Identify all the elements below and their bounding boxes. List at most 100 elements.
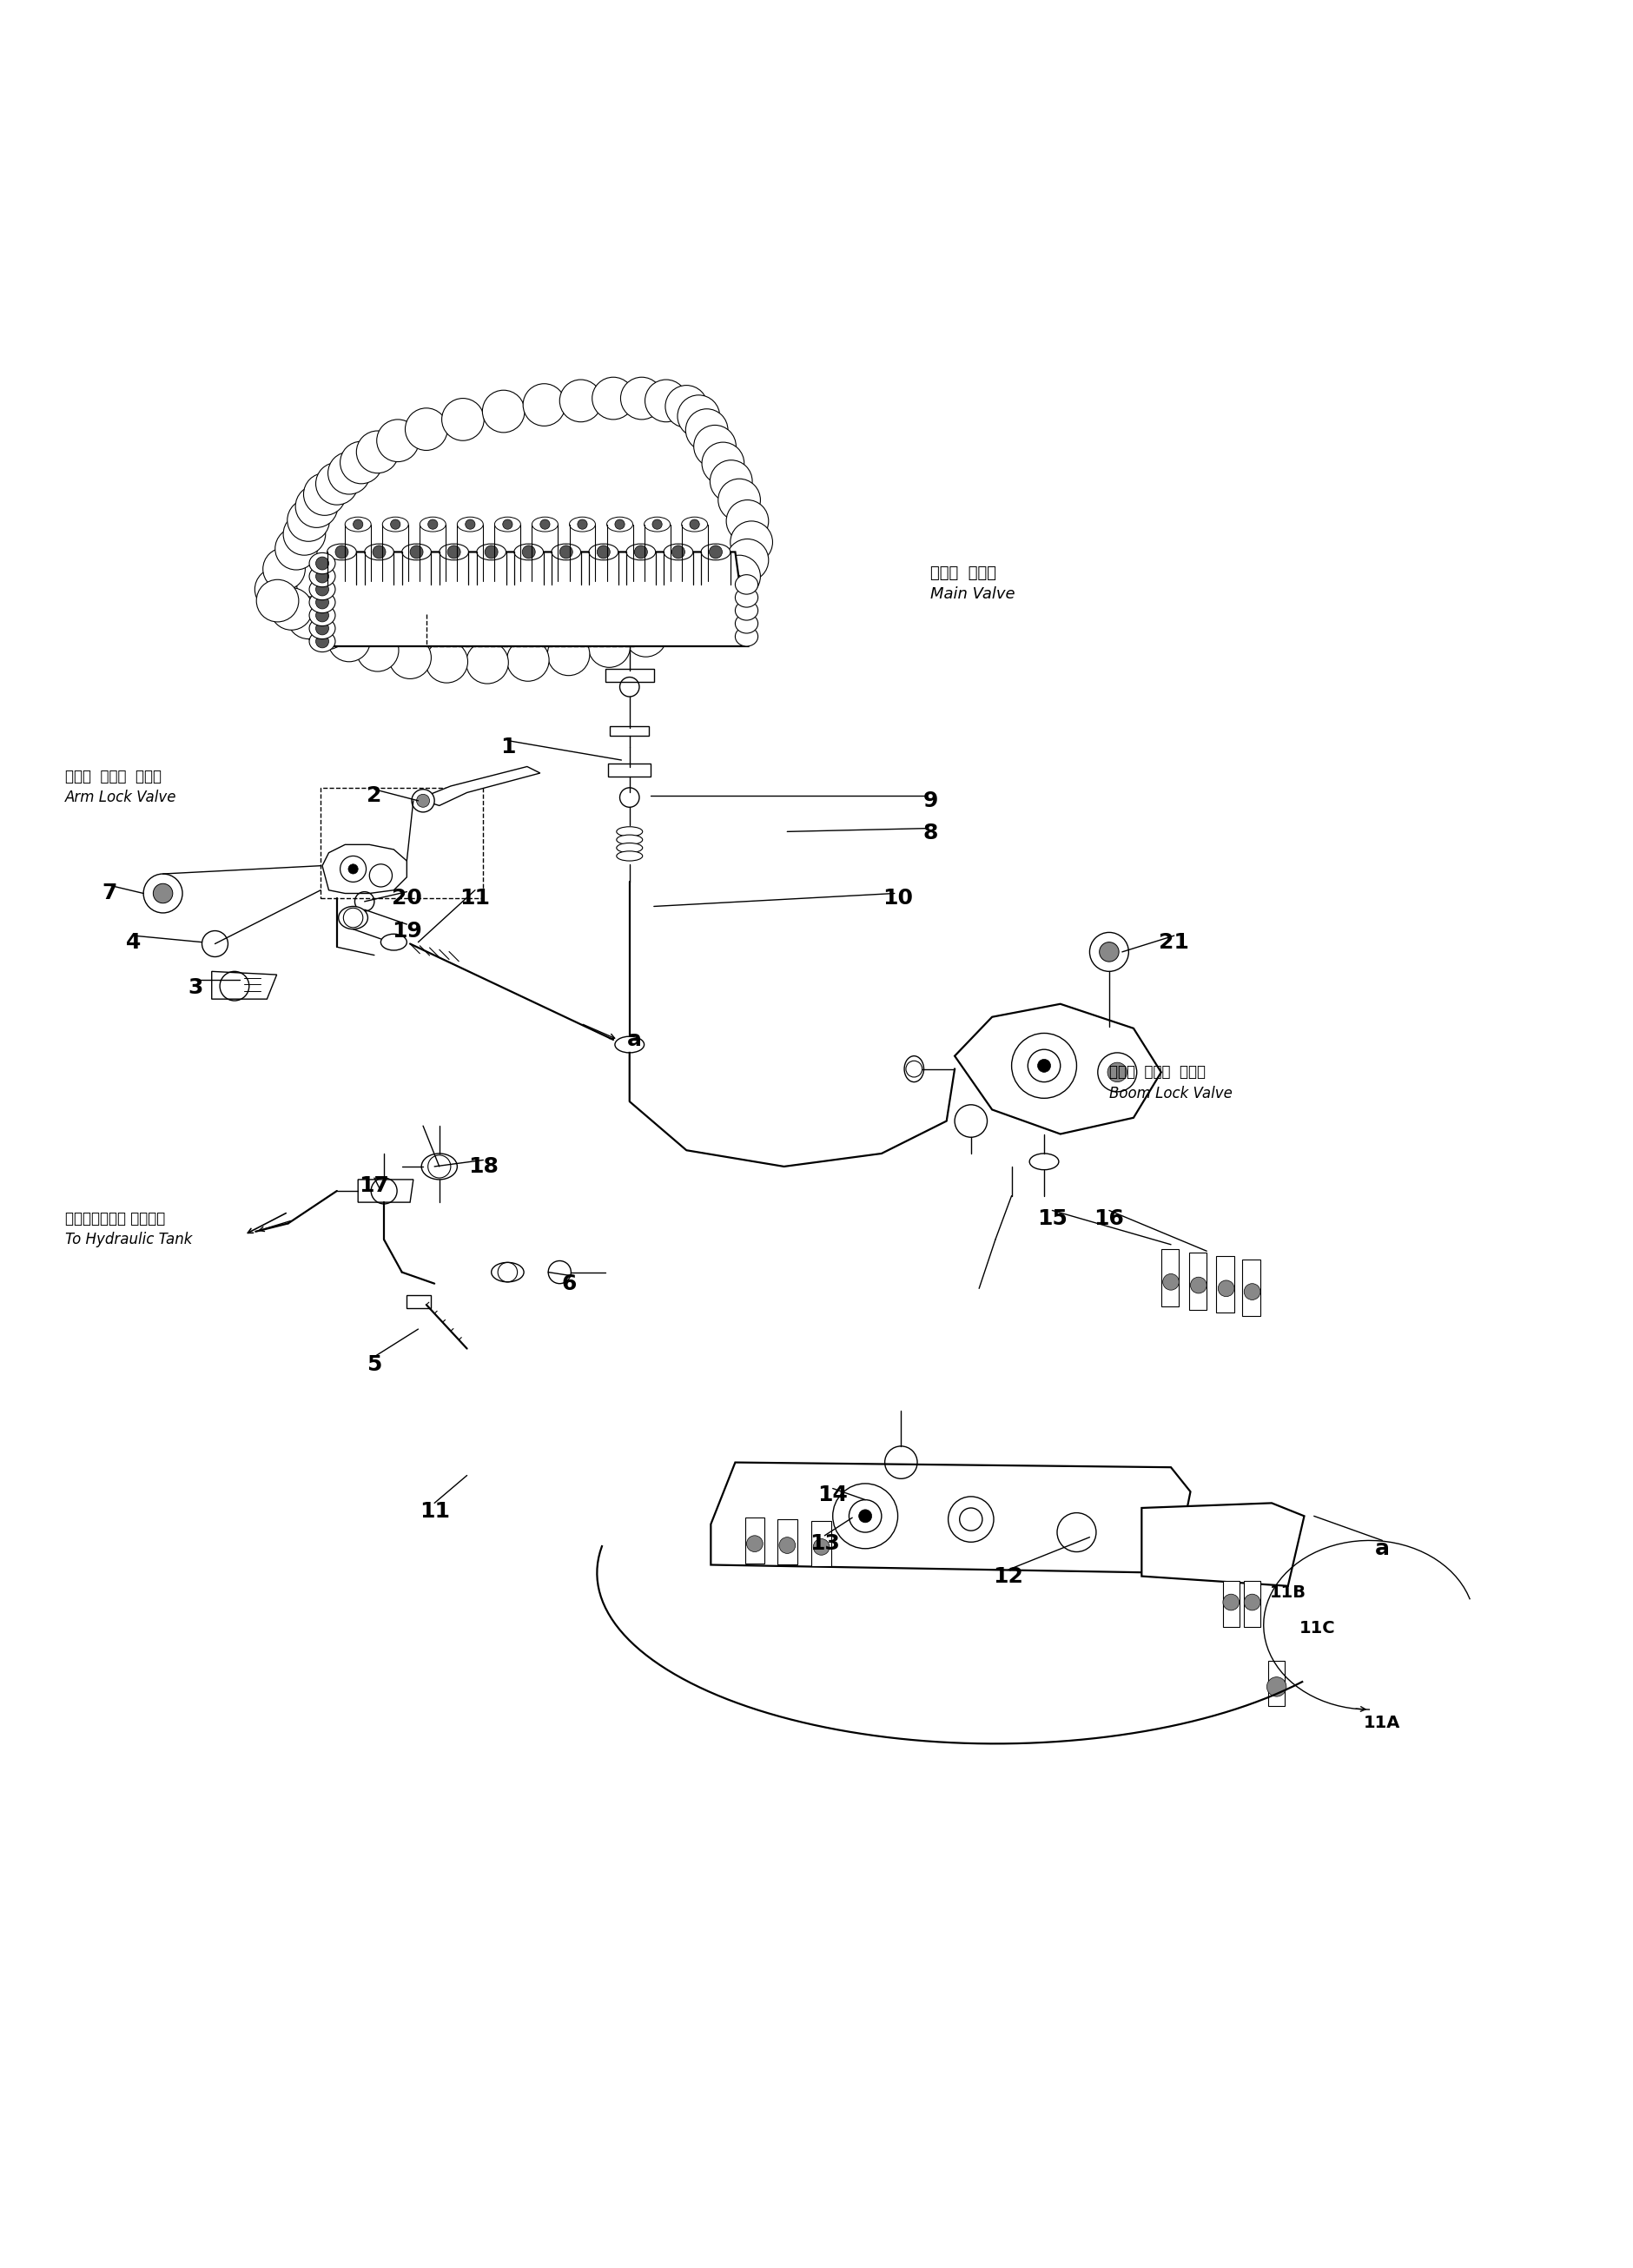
Circle shape [523, 383, 565, 426]
Bar [407, 1295, 431, 1309]
Circle shape [625, 615, 666, 658]
Ellipse shape [616, 1036, 643, 1052]
Polygon shape [358, 1179, 413, 1202]
Circle shape [482, 390, 524, 433]
Circle shape [328, 451, 371, 494]
Circle shape [709, 547, 722, 558]
Text: 13: 13 [810, 1533, 839, 1554]
Ellipse shape [552, 544, 581, 560]
Bar [812, 1522, 831, 1567]
Circle shape [727, 499, 769, 542]
Ellipse shape [439, 544, 469, 560]
Circle shape [689, 519, 699, 528]
Circle shape [305, 608, 348, 649]
Circle shape [645, 379, 687, 422]
Circle shape [416, 794, 429, 807]
Circle shape [578, 519, 588, 528]
Circle shape [710, 460, 753, 503]
Circle shape [1037, 1059, 1050, 1073]
Ellipse shape [617, 835, 642, 844]
Circle shape [503, 519, 513, 528]
Ellipse shape [338, 907, 367, 930]
Text: 7: 7 [101, 882, 118, 905]
Text: 21: 21 [1159, 932, 1189, 953]
Circle shape [283, 513, 325, 556]
Text: 16: 16 [1094, 1209, 1124, 1229]
Ellipse shape [627, 544, 655, 560]
Ellipse shape [309, 617, 335, 640]
Circle shape [598, 547, 611, 558]
Text: Boom Lock Valve: Boom Lock Valve [1109, 1086, 1233, 1102]
Polygon shape [212, 971, 276, 1000]
Bar [1243, 1259, 1261, 1315]
Bar [320, 787, 483, 898]
Circle shape [154, 885, 173, 903]
Circle shape [447, 547, 461, 558]
Circle shape [560, 379, 603, 422]
Circle shape [1089, 932, 1128, 971]
Ellipse shape [681, 517, 707, 531]
Circle shape [372, 547, 385, 558]
Circle shape [296, 485, 338, 528]
Bar [745, 1517, 764, 1563]
Ellipse shape [735, 601, 758, 619]
Circle shape [405, 408, 447, 451]
Circle shape [541, 519, 550, 528]
Circle shape [719, 479, 761, 522]
Circle shape [1267, 1676, 1287, 1696]
Circle shape [779, 1538, 795, 1554]
Ellipse shape [402, 544, 431, 560]
Circle shape [1190, 1277, 1207, 1293]
Circle shape [356, 431, 398, 474]
Ellipse shape [1029, 1154, 1058, 1170]
Text: 1: 1 [500, 737, 514, 758]
Text: 11A: 11A [1364, 1715, 1401, 1730]
Circle shape [686, 408, 728, 451]
Circle shape [426, 640, 467, 683]
Text: 18: 18 [469, 1157, 498, 1177]
Circle shape [274, 528, 317, 569]
Circle shape [465, 642, 508, 683]
Bar [606, 669, 653, 683]
Circle shape [686, 587, 728, 631]
Ellipse shape [643, 517, 670, 531]
Text: 11C: 11C [1300, 1619, 1336, 1637]
Bar [609, 764, 650, 776]
Ellipse shape [495, 517, 521, 531]
Circle shape [652, 519, 661, 528]
Circle shape [443, 399, 483, 440]
Text: 3: 3 [188, 978, 202, 998]
Circle shape [588, 626, 630, 667]
Circle shape [746, 1535, 763, 1551]
Ellipse shape [380, 934, 407, 950]
Text: 20: 20 [392, 887, 421, 909]
Circle shape [315, 621, 328, 635]
Ellipse shape [735, 615, 758, 633]
Ellipse shape [457, 517, 483, 531]
Polygon shape [322, 844, 407, 894]
Circle shape [353, 519, 363, 528]
Circle shape [1163, 1275, 1179, 1290]
Ellipse shape [420, 517, 446, 531]
Text: 9: 9 [923, 789, 937, 812]
Ellipse shape [617, 844, 642, 853]
Ellipse shape [905, 1057, 924, 1082]
Ellipse shape [607, 517, 634, 531]
Circle shape [410, 547, 423, 558]
Circle shape [859, 1510, 872, 1522]
Bar [1223, 1581, 1239, 1626]
Circle shape [560, 547, 573, 558]
Ellipse shape [570, 517, 596, 531]
Circle shape [315, 569, 328, 583]
Polygon shape [955, 1005, 1161, 1134]
Circle shape [1223, 1594, 1239, 1610]
Circle shape [335, 547, 348, 558]
Circle shape [255, 569, 297, 610]
Text: 11: 11 [461, 887, 490, 909]
Circle shape [315, 583, 328, 596]
Text: 4: 4 [126, 932, 140, 953]
Bar [1161, 1250, 1179, 1306]
Text: 15: 15 [1037, 1209, 1068, 1229]
Bar [1269, 1660, 1285, 1706]
Ellipse shape [309, 631, 335, 651]
